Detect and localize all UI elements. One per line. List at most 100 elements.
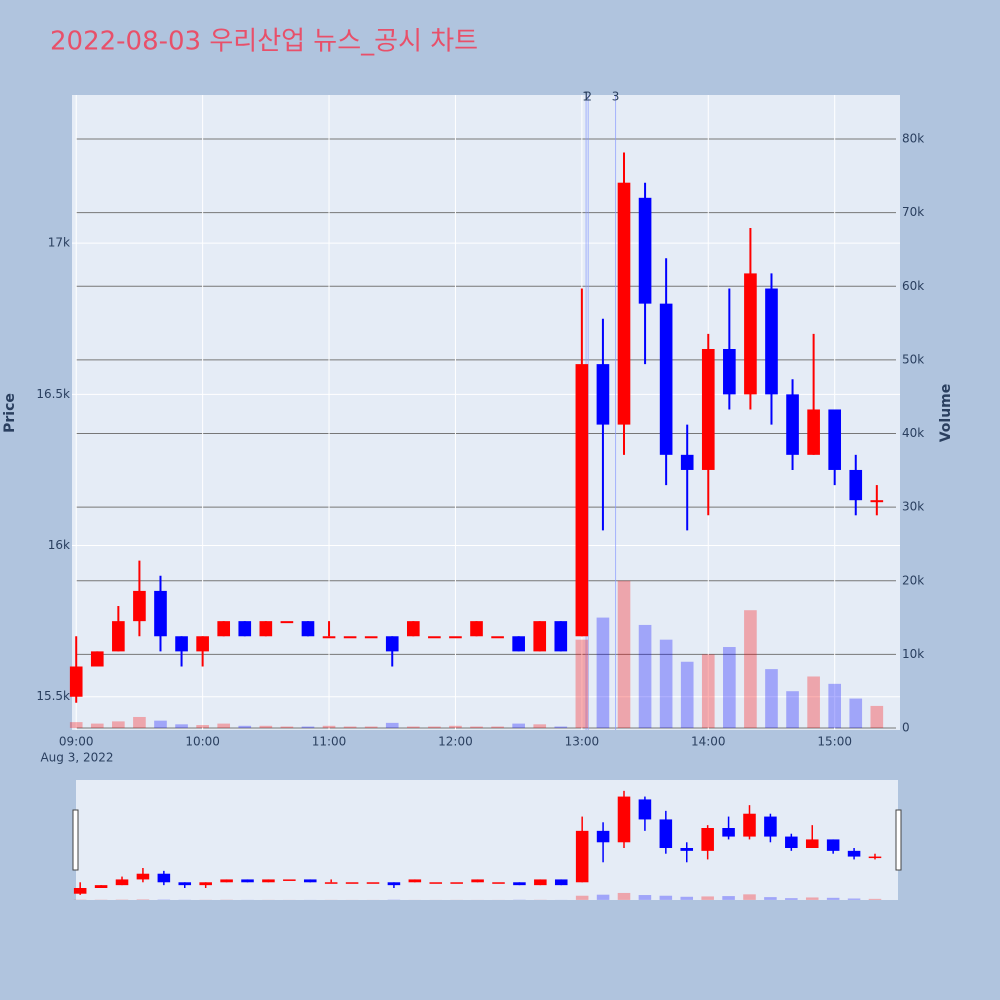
slider-candle-body (115, 879, 129, 886)
slider-candle-body (764, 816, 777, 837)
y2-tick-label: 80k (902, 132, 924, 146)
candle-body (90, 651, 104, 667)
slider-volume-bar (785, 898, 798, 900)
slider-candle-body (324, 882, 338, 884)
y2-tick-label: 30k (902, 500, 924, 514)
volume-bar (512, 723, 525, 729)
candle-body (217, 621, 231, 637)
candle-body (154, 590, 167, 637)
slider-candle-body (408, 879, 422, 883)
slider-volume-bar (701, 896, 714, 900)
volume-bar (133, 716, 146, 729)
volume-bar (343, 726, 357, 729)
candle-body (112, 621, 125, 652)
slider-candle-body (157, 873, 171, 883)
x-tick-label: 12:00 (438, 735, 473, 749)
candle-body (259, 621, 273, 637)
volume-bar (175, 724, 188, 729)
slider-candle-body (638, 799, 652, 820)
slider-candle-body (241, 879, 254, 883)
volume-bar (238, 725, 252, 729)
candle-body (280, 621, 294, 624)
candle-body (238, 621, 252, 637)
candle-body (406, 621, 420, 637)
slider-candle-body (136, 873, 150, 880)
slider-volume-bar (659, 895, 673, 900)
volume-bar (322, 725, 336, 729)
slider-candle-body (868, 856, 882, 859)
volume-bar (870, 705, 884, 729)
slider-candle-body (199, 882, 212, 886)
slider-candle-body (659, 819, 673, 848)
candle-body (385, 636, 399, 652)
slider-volume-bar (868, 898, 882, 900)
candle-body (659, 303, 673, 455)
candle-body (849, 469, 863, 501)
candle-body (701, 349, 715, 470)
annotation-label: 3 (612, 90, 620, 104)
range-slider[interactable] (76, 780, 898, 900)
volume-bar (470, 726, 483, 729)
slider-candle-body (492, 882, 505, 884)
slider-volume-bar (575, 895, 589, 900)
slider-candle-body (743, 813, 756, 837)
volume-bar (69, 722, 83, 729)
candle-body (533, 621, 547, 652)
candle-body (133, 590, 146, 622)
volume-bar (786, 691, 799, 729)
slider-candle-body (785, 836, 798, 848)
volume-bar (259, 725, 273, 729)
volume-bar (765, 669, 778, 729)
x-tick-label: 11:00 (312, 735, 347, 749)
slider-candle-body (94, 885, 108, 888)
slider-candle-body (262, 879, 275, 883)
slider-volume-bar (638, 895, 652, 900)
range-handle[interactable] (72, 809, 79, 871)
y2-tick-label: 40k (902, 426, 924, 440)
volume-bar (617, 580, 631, 729)
range-handle[interactable] (895, 809, 902, 871)
volume-bar (554, 726, 568, 729)
slider-candle-body (387, 882, 401, 886)
slider-candle-body (303, 879, 317, 883)
y2-tick-label: 60k (902, 279, 924, 293)
y2-tick-label: 70k (902, 205, 924, 219)
volume-bar (154, 720, 167, 729)
candle-body (428, 636, 441, 639)
y-tick-label: 16k (48, 538, 70, 552)
volume-bar (596, 617, 610, 729)
volume-bar (744, 610, 757, 729)
slider-volume-bar (743, 894, 756, 900)
slider-candle-body (596, 830, 610, 843)
slider-candle-body (575, 830, 589, 883)
x-tick-label: 10:00 (185, 735, 220, 749)
candle-body (828, 409, 842, 470)
slider-volume-bar (847, 898, 861, 900)
candle-body (596, 364, 610, 425)
volume-bar (491, 726, 504, 729)
slider-volume-bar (596, 894, 610, 900)
slider-candle-body (73, 888, 87, 894)
slider-candle-body (513, 882, 526, 886)
slider-candle-body (220, 879, 233, 883)
x-tick-label: 13:00 (565, 735, 600, 749)
volume-bar (807, 676, 820, 729)
slider-candle-body (534, 879, 547, 886)
slider-volume-bar (764, 897, 777, 900)
candle-body (575, 364, 589, 637)
volume-bar (828, 683, 842, 729)
candle-body (343, 636, 357, 639)
slider-candle-body (722, 828, 735, 837)
candle-body (617, 182, 631, 425)
x-date-label: Aug 3, 2022 (40, 751, 113, 765)
candle-body (470, 621, 483, 637)
candle-body (175, 636, 188, 652)
slider-candle-body (701, 828, 714, 851)
candle-body (870, 500, 884, 503)
slider-candle-body (450, 882, 463, 884)
candle-body (364, 636, 378, 639)
candle-body (322, 636, 336, 639)
slider-candle-body (178, 882, 192, 886)
slider-volume-bar (617, 892, 631, 900)
